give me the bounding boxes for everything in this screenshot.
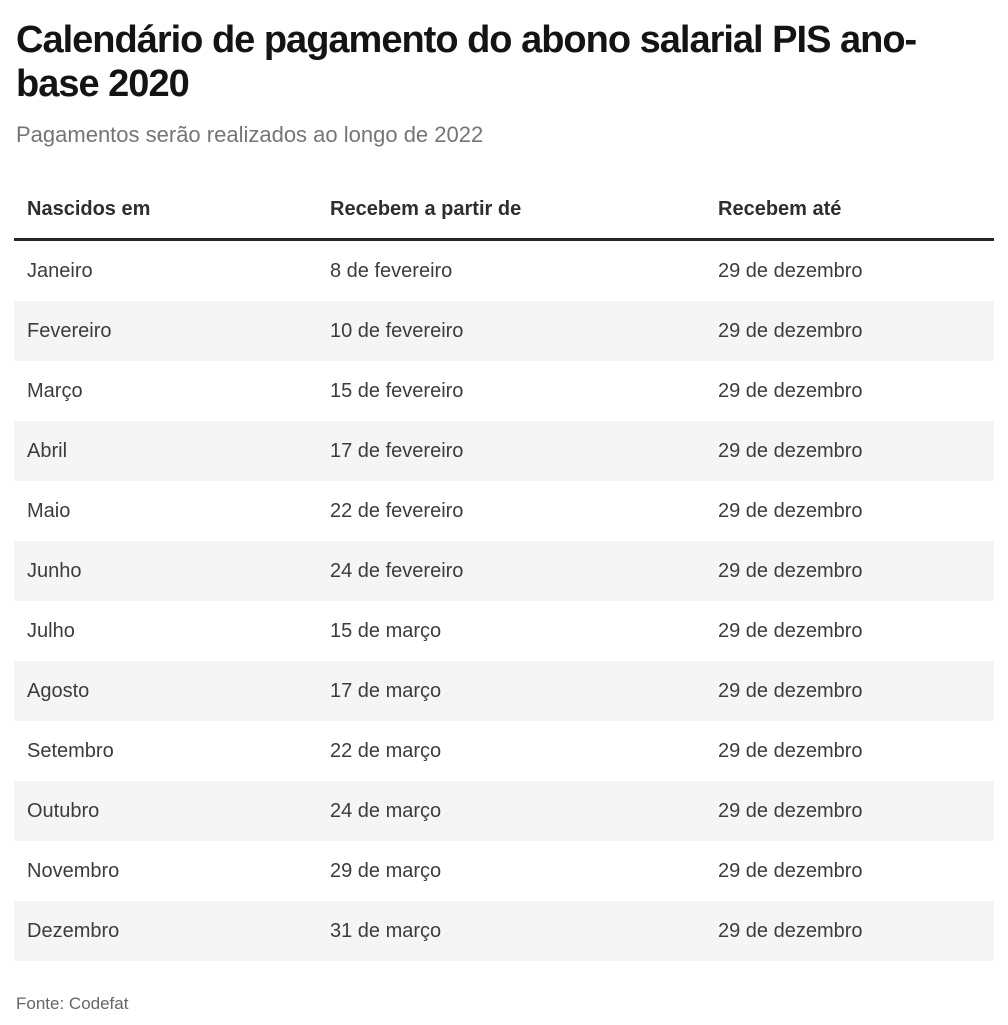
table-row: Novembro 29 de março 29 de dezembro — [14, 841, 994, 901]
cell-end-date: 29 de dezembro — [705, 901, 994, 961]
cell-month: Junho — [14, 541, 317, 601]
table-row: Maio 22 de fevereiro 29 de dezembro — [14, 481, 994, 541]
cell-end-date: 29 de dezembro — [718, 619, 863, 642]
column-header-born-in: Nascidos em — [14, 184, 317, 241]
cell-end-date: 29 de dezembro — [705, 781, 994, 841]
payment-calendar-table: Nascidos em Recebem a partir de Recebem … — [14, 184, 994, 961]
table-row: Agosto 17 de março 29 de dezembro — [14, 661, 994, 721]
table-header: Nascidos em Recebem a partir de Recebem … — [14, 184, 994, 241]
column-header-receive-until: Recebem até — [705, 184, 994, 241]
cell-start-date: 22 de março — [330, 739, 442, 762]
cell-start-date: 8 de fevereiro — [330, 259, 453, 282]
cell-month: Março — [27, 379, 83, 402]
table-row: Janeiro 8 de fevereiro 29 de dezembro — [14, 240, 994, 302]
cell-end-date: 29 de dezembro — [705, 301, 994, 361]
table-row: Dezembro 31 de março 29 de dezembro — [14, 901, 994, 961]
table-header-row: Nascidos em Recebem a partir de Recebem … — [14, 184, 994, 241]
cell-start-date: 17 de março — [317, 661, 705, 721]
cell-start-date: 24 de março — [317, 781, 705, 841]
page-title: Calendário de pagamento do abono salaria… — [16, 19, 917, 105]
cell-month: Agosto — [14, 661, 317, 721]
cell-start-date: 29 de março — [330, 859, 442, 882]
cell-month: Novembro — [27, 859, 120, 882]
cell-month: Setembro — [27, 739, 114, 762]
cell-end-date: 29 de dezembro — [705, 421, 994, 481]
cell-start-date: 31 de março — [317, 901, 705, 961]
cell-month: Dezembro — [14, 901, 317, 961]
cell-end-date: 29 de dezembro — [705, 661, 994, 721]
cell-month: Abril — [14, 421, 317, 481]
cell-month: Janeiro — [27, 259, 93, 282]
table-row: Março 15 de fevereiro 29 de dezembro — [14, 361, 994, 421]
table-row: Outubro 24 de março 29 de dezembro — [14, 781, 994, 841]
cell-end-date: 29 de dezembro — [718, 859, 863, 882]
table-row: Setembro 22 de março 29 de dezembro — [14, 721, 994, 781]
page-subtitle: Pagamentos serão realizados ao longo de … — [16, 122, 484, 147]
cell-start-date: 17 de fevereiro — [317, 421, 705, 481]
cell-month: Julho — [27, 619, 75, 642]
cell-month: Maio — [27, 499, 71, 522]
table-row: Fevereiro 10 de fevereiro 29 de dezembro — [14, 301, 994, 361]
column-header-receive-from: Recebem a partir de — [317, 184, 705, 241]
cell-start-date: 15 de fevereiro — [330, 379, 464, 402]
cell-end-date: 29 de dezembro — [718, 739, 863, 762]
cell-start-date: 10 de fevereiro — [317, 301, 705, 361]
cell-start-date: 22 de fevereiro — [330, 499, 464, 522]
cell-month: Fevereiro — [14, 301, 317, 361]
source-note: Fonte: Codefat — [16, 994, 129, 1013]
table-body: Janeiro 8 de fevereiro 29 de dezembro Fe… — [14, 240, 994, 961]
cell-end-date: 29 de dezembro — [718, 259, 863, 282]
cell-end-date: 29 de dezembro — [705, 541, 994, 601]
cell-month: Outubro — [14, 781, 317, 841]
cell-end-date: 29 de dezembro — [718, 499, 863, 522]
table-row: Julho 15 de março 29 de dezembro — [14, 601, 994, 661]
table-row: Junho 24 de fevereiro 29 de dezembro — [14, 541, 994, 601]
cell-start-date: 15 de março — [330, 619, 442, 642]
cell-start-date: 24 de fevereiro — [317, 541, 705, 601]
table-row: Abril 17 de fevereiro 29 de dezembro — [14, 421, 994, 481]
cell-end-date: 29 de dezembro — [718, 379, 863, 402]
